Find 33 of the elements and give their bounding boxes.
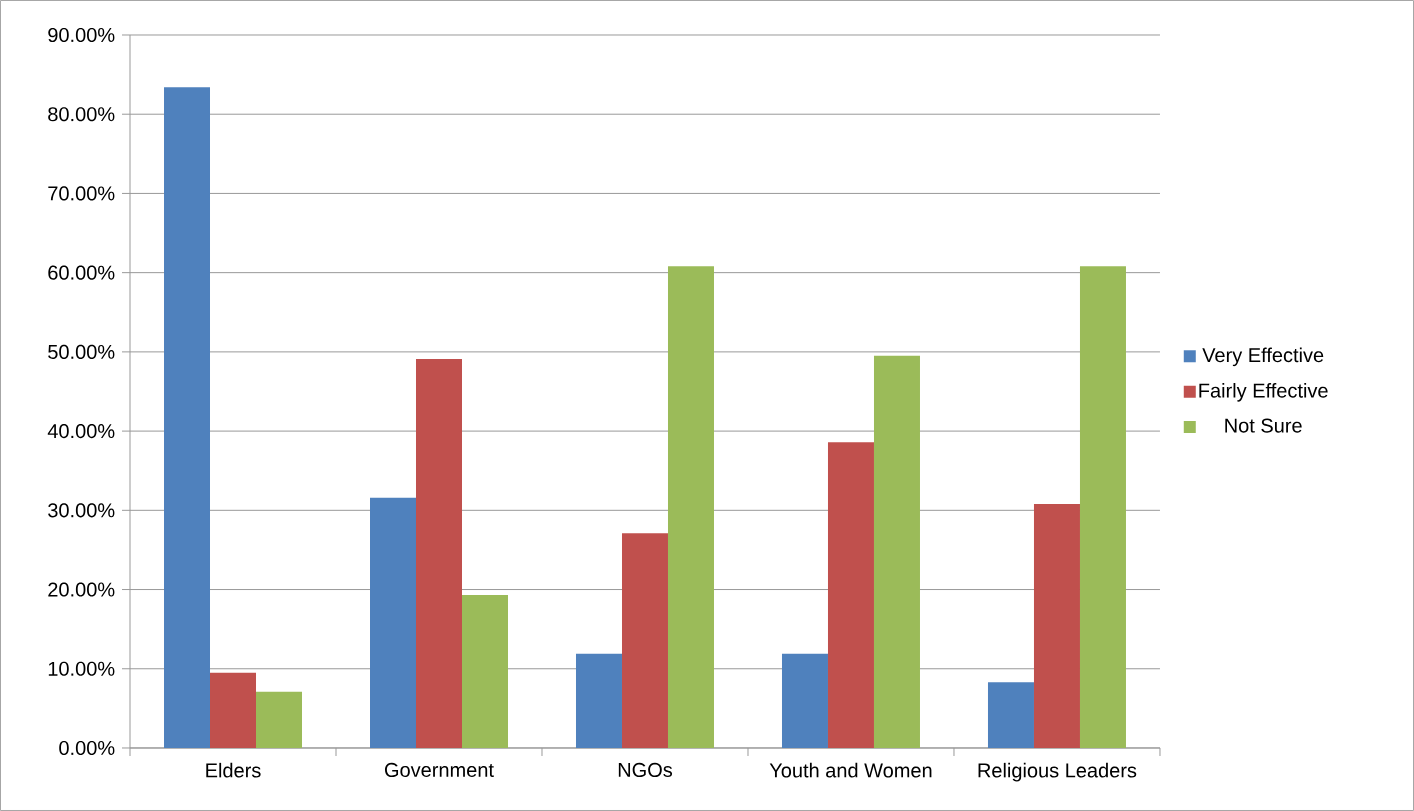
legend-label: Very Effective xyxy=(1202,347,1324,367)
legend-label: Fairly Effective xyxy=(1199,383,1328,402)
bar xyxy=(827,442,874,748)
bar xyxy=(416,359,462,748)
bar xyxy=(873,355,920,748)
bar xyxy=(1079,266,1126,748)
bar xyxy=(462,595,508,748)
y-tick-label: 30.00% xyxy=(48,503,115,518)
bar xyxy=(781,653,828,748)
x-tick-label: Elders xyxy=(206,762,261,778)
legend-label: Not Sure xyxy=(1225,418,1302,433)
x-tick-label: Government xyxy=(384,762,494,777)
y-tick-label: 40.00% xyxy=(47,424,115,439)
y-tick-label: 90.00% xyxy=(48,27,115,43)
y-tick-label: 80.00% xyxy=(48,107,115,122)
y-tick-label: 0.00% xyxy=(59,740,115,756)
x-tick-label: NGOs xyxy=(618,762,673,777)
bar xyxy=(621,533,668,748)
bar xyxy=(987,682,1034,748)
y-tick-label: 20.00% xyxy=(48,582,115,597)
bar xyxy=(210,672,257,748)
y-tick-label: 70.00% xyxy=(48,186,115,201)
bar xyxy=(1033,503,1080,748)
y-tick-label: 10.00% xyxy=(48,661,115,676)
bar xyxy=(370,497,416,748)
bar xyxy=(256,691,303,748)
x-tick-label: Youth and Women xyxy=(769,762,932,778)
x-tick-label: Religious Leaders xyxy=(978,762,1137,782)
y-tick-label: 60.00% xyxy=(48,265,115,280)
bar xyxy=(164,87,211,748)
y-tick-label: 50.00% xyxy=(48,344,115,359)
bar xyxy=(667,266,714,748)
bar xyxy=(575,653,622,748)
